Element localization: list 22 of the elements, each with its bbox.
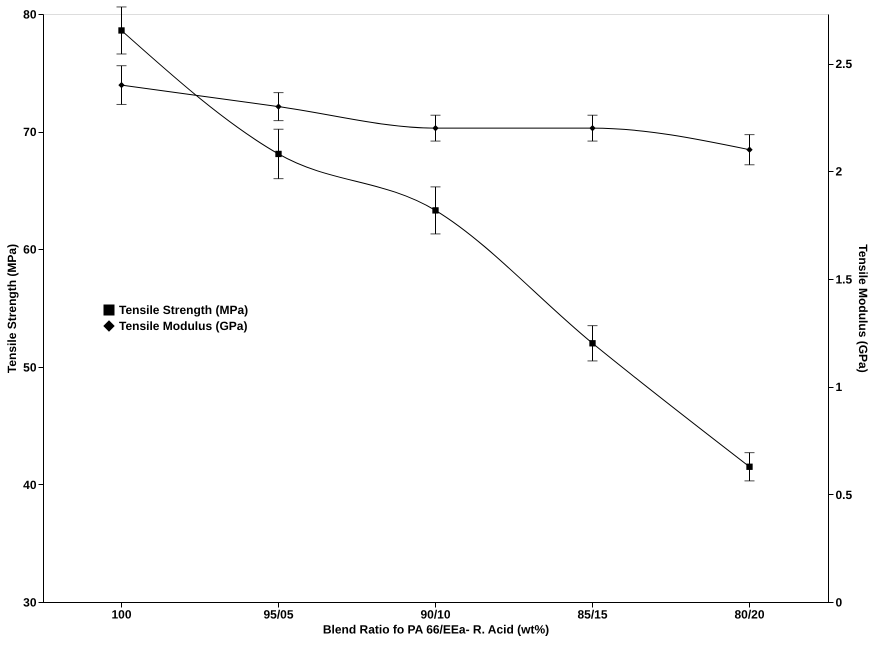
x-axis-title: Blend Ratio fo PA 66/EEa- R. Acid (wt%) xyxy=(322,622,550,636)
x-tick-label: 85/15 xyxy=(577,608,608,622)
y2-tick-label: 1.5 xyxy=(836,272,853,286)
x-tick-label: 80/20 xyxy=(734,608,765,622)
y2-tick-label: 2 xyxy=(836,164,842,179)
y-tick-label: 40 xyxy=(23,478,37,492)
y2-tick-label: 0.5 xyxy=(836,488,853,502)
y2-tick-label: 2.5 xyxy=(836,57,853,72)
x-tick-label: 90/10 xyxy=(420,608,451,622)
x-tick-label: 100 xyxy=(111,608,132,622)
y-tick-label: 30 xyxy=(23,596,37,610)
y2-tick-label: 0 xyxy=(836,596,842,610)
y2-tick-label: 1 xyxy=(836,380,842,394)
y-tick-label: 60 xyxy=(23,242,37,257)
y-tick-label: 70 xyxy=(23,125,37,140)
legend-label: Tensile Strength (MPa) xyxy=(119,303,248,317)
y-tick-label: 80 xyxy=(23,8,37,22)
legend-label: Tensile Modulus (GPa) xyxy=(119,319,248,333)
y-tick-label: 50 xyxy=(23,360,37,374)
x-tick-label: 95/05 xyxy=(263,608,294,622)
y-axis-title: Tensile Strength (MPa) xyxy=(5,244,20,374)
y2-axis-title: Tensile Modulus (GPa) xyxy=(856,244,870,373)
